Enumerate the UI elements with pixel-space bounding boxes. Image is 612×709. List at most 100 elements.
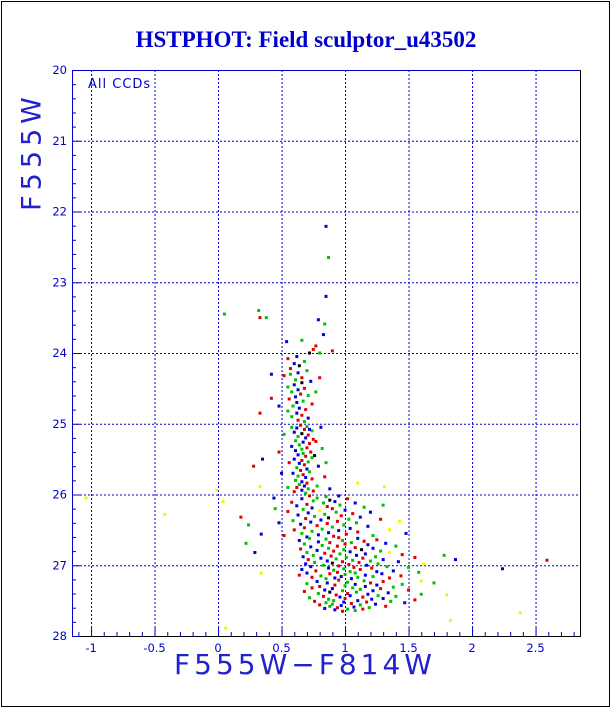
data-point	[358, 515, 362, 519]
y-tick-label: 25	[52, 417, 67, 431]
data-point	[323, 606, 327, 610]
data-point	[398, 519, 402, 523]
data-point	[323, 588, 327, 592]
data-point	[351, 512, 355, 516]
data-point	[330, 525, 334, 529]
data-point	[394, 594, 398, 598]
data-point	[264, 316, 268, 320]
data-point	[363, 552, 367, 556]
data-point	[253, 551, 257, 555]
data-point	[381, 597, 385, 601]
x-tick-label: -1	[85, 641, 96, 655]
data-point	[445, 593, 449, 597]
data-point	[300, 447, 304, 451]
data-point	[294, 439, 298, 443]
x-tick-label: 0.5	[272, 641, 290, 655]
data-point	[371, 546, 375, 550]
data-point	[386, 591, 390, 595]
data-point	[361, 595, 365, 599]
data-point	[422, 562, 426, 566]
data-point	[306, 416, 310, 420]
data-point	[221, 500, 225, 504]
data-point	[304, 408, 308, 412]
data-point	[325, 559, 329, 563]
data-point	[366, 543, 370, 547]
data-point	[300, 338, 304, 342]
data-point	[334, 510, 338, 514]
data-point	[309, 545, 313, 549]
data-point	[368, 559, 372, 563]
data-point	[337, 494, 341, 498]
data-point	[324, 577, 328, 581]
data-point	[404, 531, 408, 535]
data-point	[391, 585, 395, 589]
data-point	[297, 406, 301, 410]
data-point	[356, 536, 360, 540]
data-point	[306, 487, 310, 491]
data-point	[353, 546, 357, 550]
data-point	[295, 401, 299, 405]
data-point	[400, 582, 404, 586]
data-point	[316, 540, 320, 544]
data-point	[300, 459, 304, 463]
data-point	[311, 437, 315, 441]
data-point	[314, 439, 318, 443]
x-tick-label: 2	[468, 641, 475, 655]
data-point	[348, 526, 352, 530]
data-point	[319, 425, 323, 429]
data-point	[371, 589, 375, 593]
y-axis-title: F555W	[16, 92, 48, 211]
data-point	[307, 536, 311, 540]
data-point	[347, 563, 351, 567]
data-point	[299, 547, 303, 551]
data-point	[341, 560, 345, 564]
data-point	[370, 566, 374, 570]
data-point	[375, 538, 379, 542]
data-point	[366, 524, 370, 528]
data-point	[341, 589, 345, 593]
data-point	[343, 542, 347, 546]
data-point	[290, 425, 294, 429]
data-point	[277, 521, 281, 525]
data-point	[356, 530, 360, 534]
data-point	[353, 609, 357, 613]
data-point	[295, 426, 299, 430]
data-point	[330, 602, 334, 606]
data-point	[313, 560, 317, 564]
data-point	[518, 611, 522, 615]
data-point	[315, 484, 319, 488]
data-point	[321, 501, 325, 505]
data-point	[328, 487, 332, 491]
data-point	[327, 546, 331, 550]
data-point	[374, 602, 378, 606]
data-point	[335, 570, 339, 574]
data-point	[323, 512, 327, 516]
data-point	[454, 558, 458, 562]
data-point	[300, 381, 304, 385]
data-point	[315, 548, 319, 552]
data-point	[306, 558, 310, 562]
data-point	[239, 515, 243, 519]
data-point	[338, 595, 342, 599]
data-point	[287, 461, 291, 465]
data-point	[288, 367, 292, 371]
data-point	[224, 626, 228, 630]
data-point	[374, 555, 378, 559]
data-point	[304, 436, 308, 440]
data-point	[324, 461, 328, 465]
data-point	[351, 558, 355, 562]
data-point	[310, 506, 314, 510]
data-point	[297, 573, 301, 577]
data-point	[325, 581, 329, 585]
data-point	[309, 520, 313, 524]
data-point	[442, 553, 446, 557]
data-point	[302, 427, 306, 431]
data-point	[301, 473, 305, 477]
data-point	[302, 589, 306, 593]
data-point	[328, 572, 332, 576]
data-point	[307, 596, 311, 600]
data-point	[311, 347, 315, 351]
data-point	[302, 386, 306, 390]
data-point	[362, 539, 366, 543]
data-point	[353, 501, 357, 505]
